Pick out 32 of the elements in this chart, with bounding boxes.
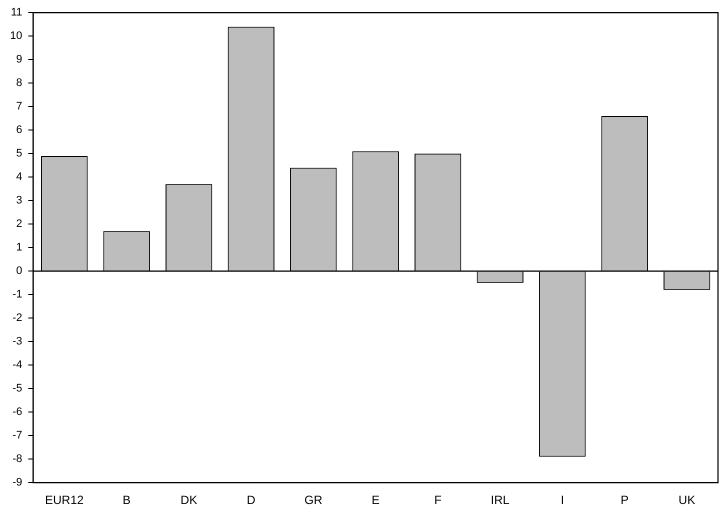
y-tick-label: 5: [16, 148, 22, 160]
y-tick-label: 4: [16, 171, 22, 184]
y-tick-label: -4: [12, 359, 22, 372]
y-tick-label: 10: [10, 30, 22, 42]
y-tick-label: -9: [12, 476, 22, 489]
y-tick-label: 2: [16, 218, 22, 230]
x-tick-label: I: [560, 493, 564, 508]
y-tick-label: 8: [16, 77, 22, 90]
y-tick-label: 3: [16, 194, 22, 207]
y-tick-label: 6: [16, 124, 22, 136]
y-tick-label: -8: [12, 453, 22, 466]
y-tick-label: -6: [12, 406, 22, 418]
x-tick-label: B: [122, 493, 131, 508]
y-tick-label: -2: [12, 312, 22, 324]
y-tick-label: 1: [16, 242, 22, 254]
y-tick-label: 0: [16, 265, 22, 278]
y-tick-label: -7: [12, 430, 22, 442]
y-tick-label: 7: [16, 100, 22, 113]
y-tick-label: 9: [16, 54, 22, 66]
y-tick-label: 11: [10, 6, 22, 19]
x-tick-label: D: [246, 493, 256, 508]
x-tick-label: IRL: [490, 493, 510, 508]
x-tick-label: GR: [304, 493, 323, 508]
y-tick-label: -3: [12, 336, 22, 348]
x-tick-label: P: [620, 493, 629, 508]
x-tick-label: EUR12: [45, 493, 84, 508]
y-tick-label: -5: [12, 382, 22, 395]
x-tick-label: DK: [180, 493, 198, 508]
x-tick-label: F: [434, 493, 442, 508]
y-tick-label: -1: [12, 288, 22, 301]
x-tick-label: E: [372, 493, 380, 508]
x-tick-label: UK: [678, 493, 696, 508]
